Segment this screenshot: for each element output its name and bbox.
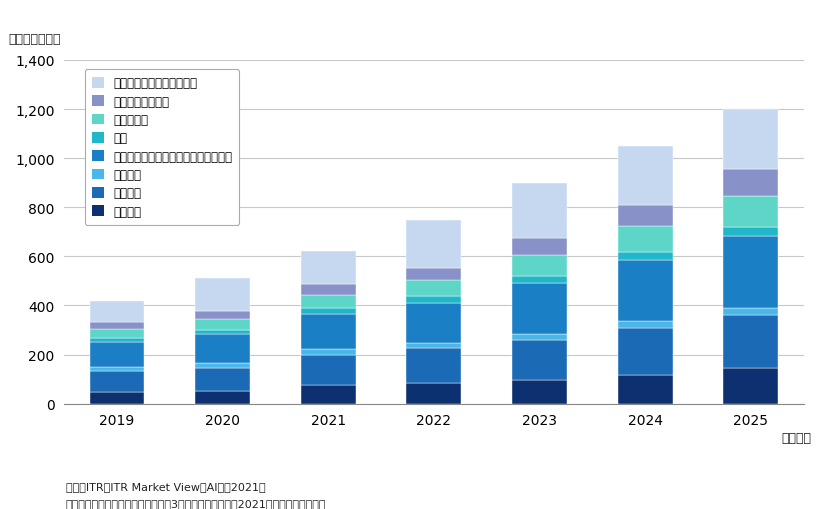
Bar (724, 170, 778, 196)
Bar (724, 369, 778, 404)
Bar (196, 320, 250, 330)
Bar (196, 335, 250, 363)
Bar (196, 330, 250, 335)
Bar (301, 295, 356, 308)
Bar (196, 363, 250, 368)
Bar (618, 322, 672, 328)
Bar (196, 312, 250, 320)
Bar (512, 276, 567, 284)
Text: （年度）: （年度） (781, 431, 811, 444)
Bar (618, 328, 672, 376)
Bar (90, 371, 144, 392)
Bar (407, 268, 461, 281)
Bar (618, 147, 672, 206)
Bar (301, 252, 356, 285)
Bar (196, 391, 250, 404)
Bar (618, 261, 672, 322)
Bar (724, 237, 778, 309)
Bar (90, 301, 144, 323)
Bar (90, 392, 144, 404)
Legend: 機械学習プラットフォーム, 時系列データ分析, 検索・探索, 翻訳, テキスト・マイニング／ナレッジ活用, 音声合成, 音声認識, 画像認識: 機械学習プラットフォーム, 時系列データ分析, 検索・探索, 翻訳, テキスト・… (85, 70, 239, 225)
Bar (407, 220, 461, 268)
Bar (724, 110, 778, 170)
Bar (407, 383, 461, 404)
Bar (724, 196, 778, 227)
Bar (618, 252, 672, 261)
Bar (301, 350, 356, 355)
Bar (512, 284, 567, 335)
Bar (301, 385, 356, 404)
Bar (512, 340, 567, 381)
Bar (196, 279, 250, 312)
Bar (301, 308, 356, 314)
Bar (724, 309, 778, 316)
Bar (196, 368, 250, 391)
Bar (90, 329, 144, 338)
Bar (90, 367, 144, 371)
Bar (512, 183, 567, 239)
Bar (512, 335, 567, 340)
Bar (724, 316, 778, 369)
Bar (407, 281, 461, 297)
Bar (407, 297, 461, 303)
Bar (90, 343, 144, 367)
Bar (724, 227, 778, 237)
Bar (90, 323, 144, 329)
Bar (90, 338, 144, 343)
Bar (618, 376, 672, 404)
Bar (618, 206, 672, 227)
Bar (301, 314, 356, 350)
Text: 出典：ITR『ITR Market View：AI市場2021』: 出典：ITR『ITR Market View：AI市場2021』 (66, 481, 266, 491)
Bar (512, 239, 567, 256)
Bar (301, 355, 356, 385)
Bar (512, 381, 567, 404)
Bar (407, 349, 461, 383)
Bar (407, 303, 461, 344)
Bar (407, 344, 461, 349)
Bar (512, 256, 567, 276)
Text: ＊ベンダーの売上金額を対象とし、3月期ベースで換算。2021年度以降は予測値。: ＊ベンダーの売上金額を対象とし、3月期ベースで換算。2021年度以降は予測値。 (66, 498, 327, 508)
Bar (301, 285, 356, 295)
Bar (618, 227, 672, 252)
Text: （単位：億円）: （単位：億円） (9, 33, 61, 45)
